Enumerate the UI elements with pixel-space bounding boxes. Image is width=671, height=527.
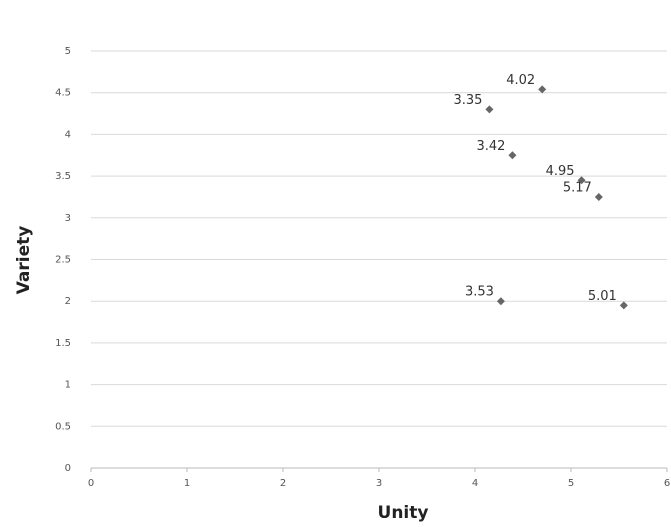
point <box>485 105 493 113</box>
x-tick-label: 3 <box>376 478 382 489</box>
y-tick-label: 3.5 <box>55 171 71 182</box>
x-tick-label: 1 <box>184 478 190 489</box>
y-tick-label: 1.5 <box>55 338 71 349</box>
point-label: 3.53 <box>465 285 494 300</box>
point-label: 3.42 <box>476 139 505 154</box>
point <box>620 301 628 309</box>
x-axis-title: Unity <box>378 503 429 523</box>
point <box>508 151 516 159</box>
y-tick-label: 1 <box>65 380 71 391</box>
y-tick-label: 0 <box>65 463 71 474</box>
point <box>538 85 546 93</box>
y-axis-title: Variety <box>14 226 34 295</box>
x-tick-label: 0 <box>88 478 94 489</box>
point-label: 5.17 <box>563 180 592 195</box>
y-tick-label: 5 <box>65 46 71 57</box>
chart: Unity Variety 0 0.5 1 1.5 2 2.5 3 3.5 4 4.5 5 0 1 2 3 4… <box>0 0 671 527</box>
point <box>497 297 505 305</box>
y-tick-label: 2 <box>65 296 71 307</box>
x-tick-label: 5 <box>568 478 574 489</box>
x-tick-label: 6 <box>664 478 670 489</box>
y-tick-label: 3 <box>65 213 71 224</box>
point <box>595 193 603 201</box>
point-label: 5.01 <box>588 289 617 304</box>
y-tick-label: 4 <box>65 129 71 140</box>
y-tick-label: 2.5 <box>55 255 71 266</box>
y-tick-label: 4.5 <box>55 88 71 99</box>
x-tick-label: 2 <box>280 478 286 489</box>
y-tick-label: 0.5 <box>55 421 71 432</box>
point-label: 4.95 <box>546 164 575 179</box>
x-tick-label: 4 <box>472 478 478 489</box>
point-label: 3.35 <box>453 93 482 108</box>
point-label: 4.02 <box>506 73 535 88</box>
